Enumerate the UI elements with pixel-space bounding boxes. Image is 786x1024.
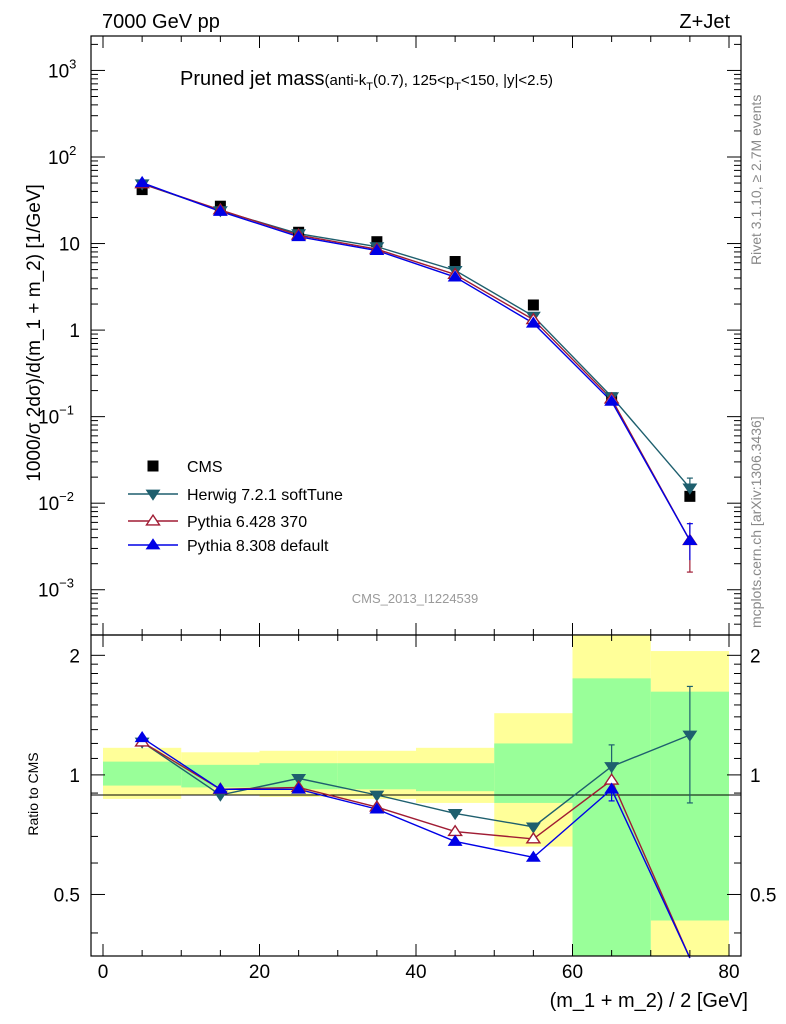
ratio-series <box>134 685 698 959</box>
cms-data-point <box>371 236 383 248</box>
mc-series-point <box>134 175 150 188</box>
x-axis-title: (m_1 + m_2) / 2 [GeV] <box>550 990 748 1012</box>
cms-data-point <box>684 490 696 502</box>
mc-series-point <box>447 270 463 282</box>
main-y-axis-title: 1000/σ 2dσ)/d(m_1 + m_2) [1/GeV] <box>24 184 45 482</box>
ratio-y-tick-label: 2 <box>69 646 80 667</box>
cms-data-point <box>527 299 539 311</box>
plot-title-sub-t1: T <box>366 81 373 93</box>
mc-series-point <box>369 243 385 255</box>
main-y-tick-label: 10−2 <box>38 489 74 515</box>
ratio-y-axis-title: Ratio to CMS <box>25 752 41 835</box>
ratio-series-point <box>369 802 385 814</box>
mc-series-point <box>682 533 698 545</box>
legend: CMS Herwig 7.2.1 softTune Pythia 6.428 370… <box>128 459 343 555</box>
plot-title-main: Pruned jet mass <box>180 68 325 90</box>
ratio-series-point <box>291 773 307 786</box>
mc-series-point <box>682 483 698 495</box>
x-ticks: 0 20 40 60 80 <box>98 36 740 983</box>
header-process: 7000 GeV pp <box>102 11 220 33</box>
x-tick-label: 20 <box>249 962 270 983</box>
x-tick-label: 0 <box>98 962 109 983</box>
main-series-line <box>141 182 691 541</box>
legend-label: Pythia 8.308 default <box>187 538 329 555</box>
legend-marker <box>145 513 161 526</box>
ratio-y-tick-label-right: 1 <box>750 766 761 787</box>
ratio-y-tick-label: 0.5 <box>54 885 80 906</box>
ratio-green-band <box>572 678 651 956</box>
ratio-green-band <box>494 743 573 803</box>
ratio-panel: 0.5 0.5 1 1 2 2 <box>54 634 776 959</box>
rivet-version-label: Rivet 3.1.10, ≥ 2.7M events <box>748 95 764 265</box>
mc-series-point <box>525 316 541 328</box>
ratio-series-point <box>525 831 542 844</box>
mc-series-point <box>604 394 620 406</box>
header-analysis: Z+Jet <box>679 11 730 33</box>
legend-label: Herwig 7.2.1 softTune <box>187 487 343 504</box>
ratio-y-tick-label-right: 2 <box>750 646 761 667</box>
ratio-series-point <box>447 834 463 846</box>
ratio-series-point <box>525 822 541 834</box>
main-y-ticks: 10−3 10−2 10−1 1 10 102 103 <box>38 43 741 636</box>
plot-title-sub3: <150, |y|<2.5) <box>461 72 553 89</box>
ratio-series-point <box>291 782 307 794</box>
ratio-series-line <box>141 737 691 959</box>
legend-marker <box>145 489 161 501</box>
legend-marker <box>147 460 159 472</box>
ratio-uncertainty-bands <box>103 635 729 956</box>
ratio-series-point <box>134 731 150 743</box>
ratio-series-line <box>141 734 691 828</box>
ratio-y-ticks: 0.5 0.5 1 1 2 2 <box>54 646 776 934</box>
mc-series-point <box>212 204 228 216</box>
main-series-line <box>141 183 691 541</box>
main-y-tick-label: 10−3 <box>38 576 74 602</box>
legend-marker <box>145 538 161 550</box>
plot-title: Pruned jet mass(anti-kT(0.7), 125<pT<150… <box>180 68 553 93</box>
ratio-series-point <box>525 850 541 862</box>
ratio-series-point <box>212 782 228 794</box>
main-y-tick-label: 102 <box>48 143 76 169</box>
ratio-green-band <box>416 763 495 792</box>
main-series-line <box>141 183 691 489</box>
ratio-y-tick-label-right: 0.5 <box>750 885 776 906</box>
plot-title-sub-t2: T <box>454 81 461 93</box>
x-tick-label: 60 <box>562 962 583 983</box>
analysis-watermark: CMS_2013_I1224539 <box>352 591 479 606</box>
main-y-tick-label: 10−1 <box>38 403 74 429</box>
ratio-y-tick-label: 1 <box>69 766 80 787</box>
legend-label: CMS <box>187 459 223 476</box>
main-y-tick-label: 10 <box>59 235 80 256</box>
ratio-green-band <box>103 761 182 786</box>
x-tick-label: 80 <box>718 962 739 983</box>
ratio-series-point <box>604 762 620 774</box>
main-y-tick-label: 103 <box>48 56 76 82</box>
mc-series-point <box>291 229 307 242</box>
cms-data-point <box>449 256 461 268</box>
ratio-green-band <box>337 763 416 790</box>
legend-label: Pythia 6.428 370 <box>187 514 307 531</box>
plot-title-sub2: (0.7), 125<p <box>373 72 454 89</box>
plot-title-sub1: (anti-k <box>325 72 367 89</box>
ratio-series-point <box>604 782 620 794</box>
ratio-series-point <box>682 730 698 742</box>
main-series <box>134 175 698 573</box>
main-y-tick-label: 1 <box>69 321 80 342</box>
ratio-series-point <box>447 808 463 821</box>
mcplots-label: mcplots.cern.ch [arXiv:1306.3436] <box>748 416 764 628</box>
ratio-series-point <box>369 790 385 802</box>
x-tick-label: 40 <box>405 962 426 983</box>
